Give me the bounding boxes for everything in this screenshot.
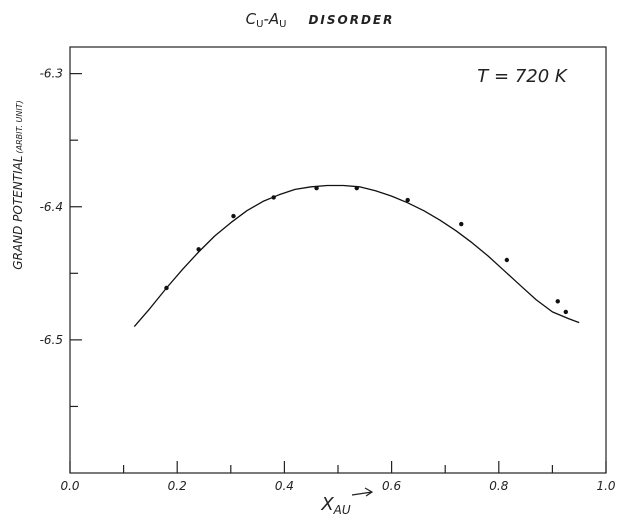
x-axis-arrow [351,487,374,497]
data-point [459,221,464,227]
series-layer [133,184,580,328]
data-point [405,197,410,203]
ticks-layer: 0.0 0.2 0.4 0.6 0.8 1.0 -6.3 -6.4 -6.5 [40,67,616,493]
x-tick-label: 0.2 [168,479,187,493]
y-tick-label: -6.4 [40,200,63,214]
data-point [555,299,560,304]
x-tick-label: 1.0 [596,479,615,493]
data-point [231,213,236,219]
data-point [271,195,276,200]
x-tick-label: 0.0 [60,479,79,493]
data-point [164,285,169,291]
x-tick-label: 0.8 [489,479,508,493]
temperature-annotation: T = 720 K [477,66,568,87]
y-tick-label: -6.5 [40,333,63,347]
data-point [504,257,510,263]
data-point [314,185,319,191]
x-tick-label: 0.4 [275,479,294,493]
x-tick-label: 0.6 [382,479,401,493]
data-point [196,247,201,252]
data-point [563,309,568,315]
grand-potential-curve [133,184,580,328]
data-point [354,185,359,191]
x-axis-label: XAU [320,494,351,517]
y-axis-label: GRAND POTENTIAL(ARBIT. UNIT) [11,100,25,269]
y-tick-label: -6.3 [40,67,63,81]
plot-frame [69,46,607,474]
chart-title: CU-AU DISORDER [246,10,395,30]
